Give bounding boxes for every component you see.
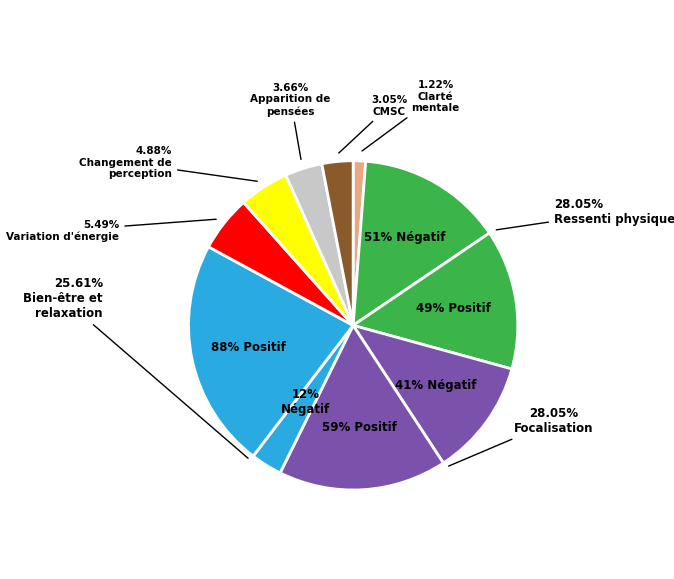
- Text: 5.49%
Variation d'énergie: 5.49% Variation d'énergie: [6, 219, 216, 242]
- Text: 25.61%
Bien-être et
relaxation: 25.61% Bien-être et relaxation: [24, 277, 248, 458]
- Wedge shape: [208, 203, 353, 325]
- Text: 41% Négatif: 41% Négatif: [395, 379, 477, 392]
- Wedge shape: [189, 247, 353, 456]
- Text: 51% Négatif: 51% Négatif: [364, 230, 445, 244]
- Text: 28.05%
Ressenti physique: 28.05% Ressenti physique: [496, 198, 674, 230]
- Wedge shape: [321, 161, 353, 325]
- Text: 1.22%
Clarté
mentale: 1.22% Clarté mentale: [362, 80, 460, 151]
- Text: 88% Positif: 88% Positif: [211, 341, 286, 354]
- Wedge shape: [353, 325, 512, 463]
- Wedge shape: [253, 325, 353, 473]
- Text: 3.66%
Apparition de
pensées: 3.66% Apparition de pensées: [251, 83, 331, 159]
- Wedge shape: [280, 325, 443, 490]
- Text: 12%
Négatif: 12% Négatif: [280, 389, 330, 416]
- Text: 49% Positif: 49% Positif: [417, 302, 491, 315]
- Text: 4.88%
Changement de
perception: 4.88% Changement de perception: [80, 146, 257, 181]
- Wedge shape: [353, 161, 489, 325]
- Text: 59% Positif: 59% Positif: [322, 421, 397, 434]
- Wedge shape: [243, 175, 353, 325]
- Wedge shape: [353, 233, 518, 369]
- Wedge shape: [286, 164, 353, 325]
- Text: 28.05%
Focalisation: 28.05% Focalisation: [449, 408, 594, 466]
- Text: 3.05%
CMSC: 3.05% CMSC: [339, 95, 408, 153]
- Wedge shape: [353, 161, 366, 325]
